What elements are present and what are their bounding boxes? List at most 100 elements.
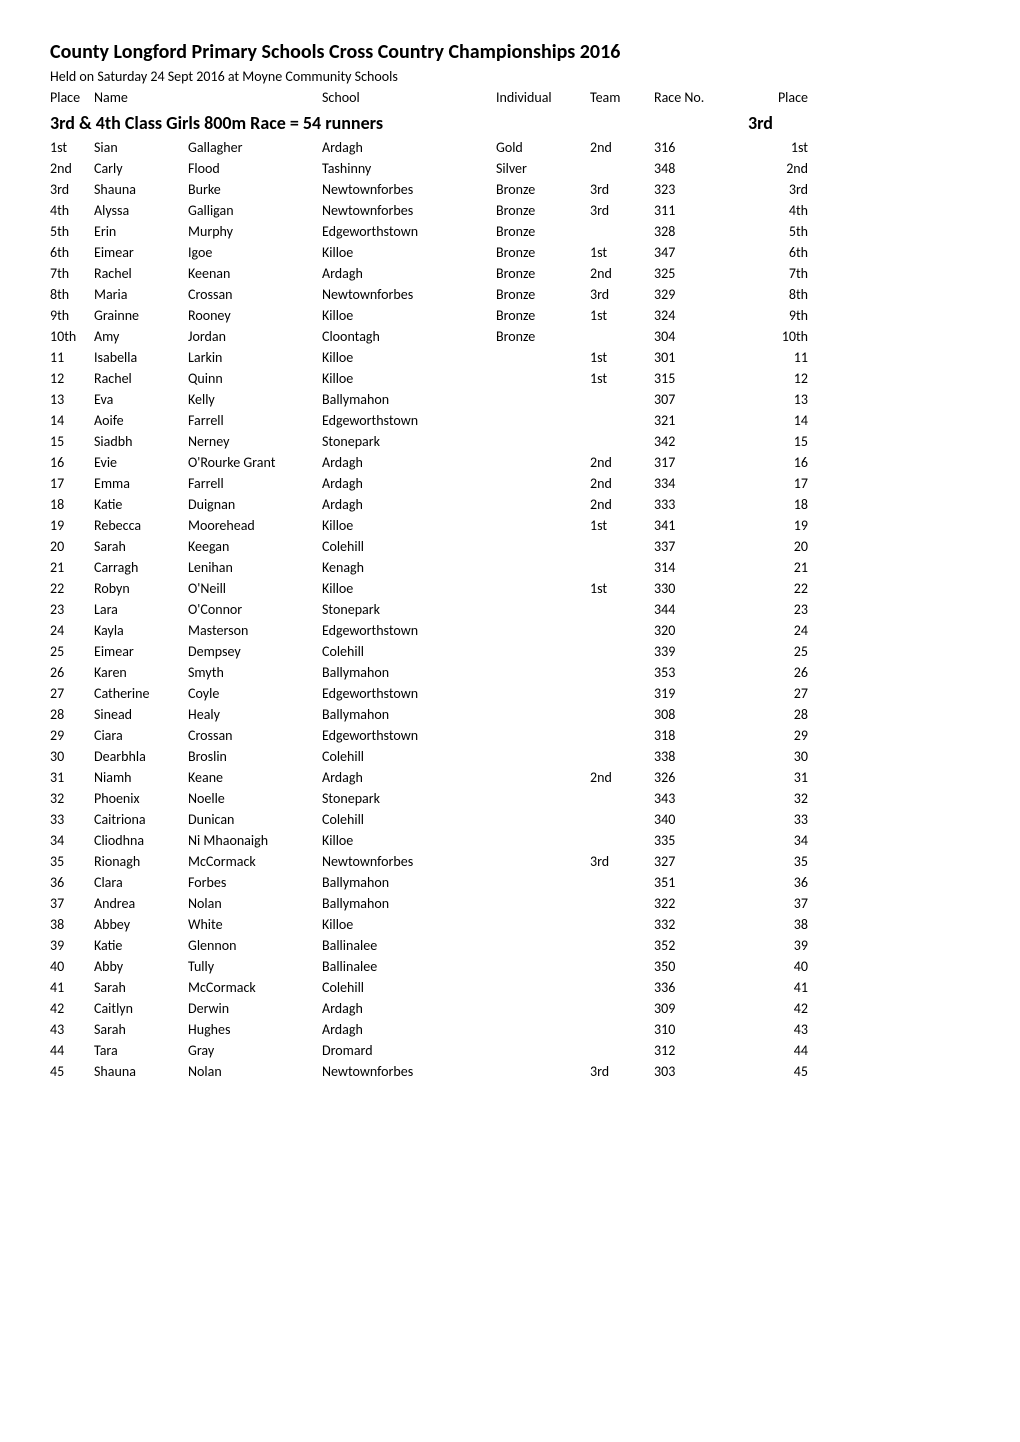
- cell-individual: Bronze: [496, 221, 586, 242]
- cell-place-right: 45: [748, 1061, 808, 1082]
- cell-individual: Gold: [496, 137, 586, 158]
- cell-race-no: 350: [654, 956, 744, 977]
- cell-team: 3rd: [590, 200, 650, 221]
- cell-last-name: Crossan: [188, 725, 318, 746]
- cell-place: 11: [50, 347, 90, 368]
- cell-first-name: Katie: [94, 494, 184, 515]
- cell-school: Killoe: [322, 242, 492, 263]
- cell-race-no: 328: [654, 221, 744, 242]
- cell-last-name: Farrell: [188, 473, 318, 494]
- cell-place-right: 9th: [748, 305, 808, 326]
- cell-school: Killoe: [322, 515, 492, 536]
- cell-school: Ardagh: [322, 452, 492, 473]
- cell-place-right: 12: [748, 368, 808, 389]
- cell-place: 32: [50, 788, 90, 809]
- table-row: 23LaraO'ConnorStonepark34423: [50, 599, 970, 620]
- cell-place: 15: [50, 431, 90, 452]
- cell-last-name: Quinn: [188, 368, 318, 389]
- cell-first-name: Eva: [94, 389, 184, 410]
- cell-last-name: Coyle: [188, 683, 318, 704]
- cell-last-name: Kelly: [188, 389, 318, 410]
- cell-place: 40: [50, 956, 90, 977]
- cell-race-no: 334: [654, 473, 744, 494]
- cell-place-right: 5th: [748, 221, 808, 242]
- cell-place-right: 36: [748, 872, 808, 893]
- cell-school: Ardagh: [322, 137, 492, 158]
- cell-last-name: Nolan: [188, 1061, 318, 1082]
- cell-team: 2nd: [590, 494, 650, 515]
- cell-last-name: Burke: [188, 179, 318, 200]
- cell-school: Ardagh: [322, 1019, 492, 1040]
- cell-school: Edgeworthstown: [322, 725, 492, 746]
- cell-race-no: 352: [654, 935, 744, 956]
- table-row: 35RionaghMcCormackNewtownforbes3rd32735: [50, 851, 970, 872]
- cell-school: Edgeworthstown: [322, 620, 492, 641]
- table-row: 31NiamhKeaneArdagh2nd32631: [50, 767, 970, 788]
- cell-school: Cloontagh: [322, 326, 492, 347]
- cell-individual: Bronze: [496, 305, 586, 326]
- cell-race-no: 325: [654, 263, 744, 284]
- table-row: 17EmmaFarrellArdagh2nd33417: [50, 473, 970, 494]
- cell-school: Edgeworthstown: [322, 683, 492, 704]
- cell-school: Newtownforbes: [322, 284, 492, 305]
- cell-last-name: Forbes: [188, 872, 318, 893]
- cell-place-right: 27: [748, 683, 808, 704]
- cell-place: 35: [50, 851, 90, 872]
- cell-place-right: 41: [748, 977, 808, 998]
- table-row: 30DearbhlaBroslinColehill33830: [50, 746, 970, 767]
- cell-place: 36: [50, 872, 90, 893]
- cell-place-right: 32: [748, 788, 808, 809]
- cell-race-no: 344: [654, 599, 744, 620]
- cell-last-name: Tully: [188, 956, 318, 977]
- cell-school: Newtownforbes: [322, 179, 492, 200]
- cell-place-right: 6th: [748, 242, 808, 263]
- table-row: 24KaylaMastersonEdgeworthstown32024: [50, 620, 970, 641]
- cell-team: 1st: [590, 347, 650, 368]
- cell-place: 8th: [50, 284, 90, 305]
- cell-last-name: Broslin: [188, 746, 318, 767]
- cell-race-no: 341: [654, 515, 744, 536]
- cell-team: 2nd: [590, 452, 650, 473]
- cell-team: 2nd: [590, 767, 650, 788]
- cell-race-no: 337: [654, 536, 744, 557]
- cell-place: 24: [50, 620, 90, 641]
- cell-place-right: 43: [748, 1019, 808, 1040]
- cell-school: Ardagh: [322, 998, 492, 1019]
- cell-place: 12: [50, 368, 90, 389]
- cell-race-no: 333: [654, 494, 744, 515]
- cell-race-no: 317: [654, 452, 744, 473]
- cell-race-no: 347: [654, 242, 744, 263]
- cell-first-name: Sinead: [94, 704, 184, 725]
- cell-race-no: 308: [654, 704, 744, 725]
- cell-race-no: 321: [654, 410, 744, 431]
- cell-school: Ardagh: [322, 473, 492, 494]
- table-row: 7thRachelKeenanArdaghBronze2nd3257th: [50, 263, 970, 284]
- cell-last-name: Dempsey: [188, 641, 318, 662]
- cell-first-name: Karen: [94, 662, 184, 683]
- cell-first-name: Maria: [94, 284, 184, 305]
- cell-place-right: 20: [748, 536, 808, 557]
- cell-school: Ballymahon: [322, 893, 492, 914]
- cell-team: 1st: [590, 305, 650, 326]
- cell-school: Newtownforbes: [322, 851, 492, 872]
- cell-place-right: 18: [748, 494, 808, 515]
- cell-team: 1st: [590, 368, 650, 389]
- cell-school: Edgeworthstown: [322, 221, 492, 242]
- cell-first-name: Tara: [94, 1040, 184, 1061]
- cell-place: 25: [50, 641, 90, 662]
- cell-team: 3rd: [590, 284, 650, 305]
- cell-school: Ballinalee: [322, 935, 492, 956]
- class-heading: 3rd & 4th Class Girls 800m Race = 54 run…: [50, 110, 650, 137]
- cell-school: Kenagh: [322, 557, 492, 578]
- cell-school: Colehill: [322, 641, 492, 662]
- cell-race-no: 335: [654, 830, 744, 851]
- cell-place: 38: [50, 914, 90, 935]
- cell-school: Colehill: [322, 746, 492, 767]
- cell-place: 18: [50, 494, 90, 515]
- cell-team: 1st: [590, 242, 650, 263]
- cell-last-name: Moorehead: [188, 515, 318, 536]
- cell-place-right: 23: [748, 599, 808, 620]
- cell-place-right: 38: [748, 914, 808, 935]
- cell-last-name: O'Neill: [188, 578, 318, 599]
- table-row: 16EvieO'Rourke GrantArdagh2nd31716: [50, 452, 970, 473]
